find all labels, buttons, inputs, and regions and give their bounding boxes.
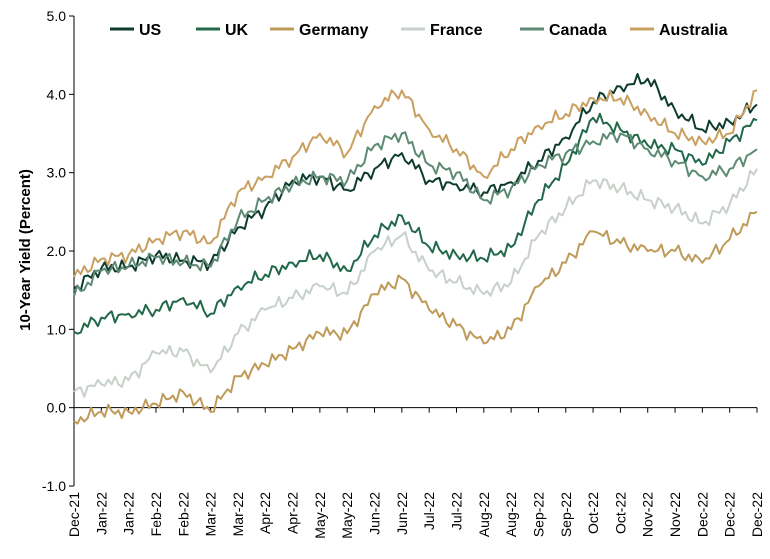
x-tick-label: Apr-22 — [257, 492, 273, 534]
y-tick-label: 3.0 — [47, 165, 67, 181]
y-tick-label: 4.0 — [47, 86, 67, 102]
x-tick-label: Apr-22 — [285, 492, 301, 534]
series-line-canada — [73, 131, 758, 297]
axes: -1.0 0.0 1.0 2.0 3.0 4.0 5.0 Dec-21 Jan-22 Jan-22… — [42, 8, 765, 539]
y-tick-label: 0.0 — [47, 400, 67, 416]
x-tick-label: Dec-22 — [694, 492, 710, 537]
legend-label-australia: Australia — [659, 22, 728, 39]
x-tick-label: Oct-22 — [612, 492, 628, 534]
series-line-australia — [73, 89, 758, 278]
series-lines — [73, 73, 758, 425]
x-tick-label: Jun-22 — [394, 492, 410, 535]
x-tick-label: Oct-22 — [585, 492, 601, 534]
series-line-us — [73, 73, 758, 292]
x-tick-label: Mar-22 — [230, 492, 246, 537]
legend-label-uk: UK — [225, 22, 249, 39]
x-tick-label: Sep-22 — [558, 492, 574, 537]
y-tick-label: -1.0 — [42, 478, 66, 494]
legend-label-germany: Germany — [299, 22, 368, 39]
x-tick-label: May-22 — [339, 492, 355, 539]
x-tick-label: Aug-22 — [476, 492, 492, 537]
x-tick-label: Mar-22 — [203, 492, 219, 537]
series-line-germany — [73, 210, 758, 425]
y-tick-label: 2.0 — [47, 243, 67, 259]
x-tick-label: Feb-22 — [175, 492, 191, 537]
x-tick-label: Aug-22 — [503, 492, 519, 537]
y-tick-label: 1.0 — [47, 321, 67, 337]
x-tick-label: Jan-22 — [93, 492, 109, 535]
x-tick-label: Jul-22 — [421, 492, 437, 530]
x-tick-label: Nov-22 — [640, 492, 656, 537]
legend-label-france: France — [430, 22, 483, 39]
series-line-uk — [73, 112, 758, 335]
x-tick-label: Dec-21 — [66, 492, 82, 537]
legend-label-canada: Canada — [549, 22, 607, 39]
x-tick-label: Jul-22 — [448, 492, 464, 530]
legend: US UK Germany France Canada Australia — [110, 22, 728, 39]
x-tick-label: Sep-22 — [530, 492, 546, 537]
x-tick-label: Nov-22 — [667, 492, 683, 537]
y-tick-label: 5.0 — [47, 8, 67, 24]
y-axis-title: 10-Year Yield (Percent) — [17, 169, 34, 331]
legend-label-us: US — [139, 22, 162, 39]
x-tick-label: Jun-22 — [367, 492, 383, 535]
x-tick-label: Jan-22 — [121, 492, 137, 535]
x-tick-label: Feb-22 — [148, 492, 164, 537]
x-tick-label: Dec-22 — [749, 492, 765, 537]
x-tick-label: Dec-22 — [722, 492, 738, 537]
x-tick-label: May-22 — [312, 492, 328, 539]
series-line-france — [73, 168, 758, 398]
